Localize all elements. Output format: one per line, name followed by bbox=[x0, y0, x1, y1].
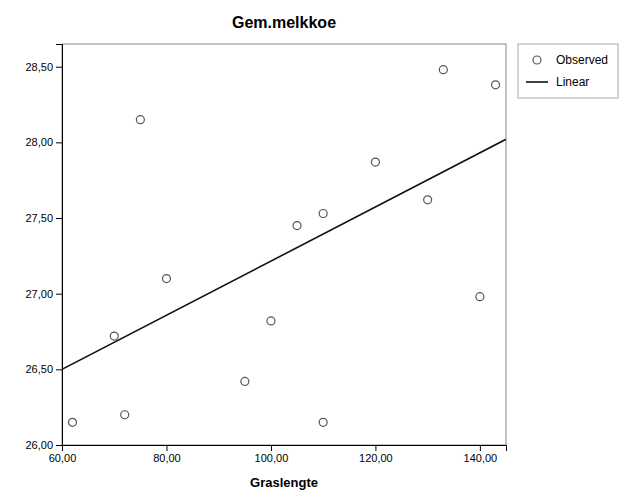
y-axis-line bbox=[56, 45, 63, 446]
title: Gem.melkkoe bbox=[232, 14, 336, 31]
point bbox=[136, 116, 144, 124]
x-axis-tick-mark bbox=[375, 445, 376, 451]
y-axis-tick: 28,00 bbox=[25, 136, 62, 148]
y-axis-tick-mark bbox=[56, 142, 62, 143]
x-axis-tick: 120,00 bbox=[359, 445, 393, 464]
plot-frame bbox=[62, 44, 506, 445]
y-axis-tick-mark bbox=[56, 369, 62, 370]
point bbox=[319, 418, 327, 426]
plot: 60,00 80,00 100,00 120,00 140,00 26,00 26,50 27… bbox=[25, 44, 506, 464]
x-axis-tick-mark bbox=[166, 445, 167, 451]
y-axis-tick-label: 26,00 bbox=[25, 439, 53, 451]
point bbox=[319, 209, 327, 217]
point bbox=[162, 275, 170, 283]
y-axis-tick: 26,00 bbox=[25, 439, 62, 451]
x-axis-title: Graslengte bbox=[250, 475, 318, 490]
point bbox=[241, 377, 249, 385]
y-axis-tick-label: 27,50 bbox=[25, 212, 53, 224]
x-axis-tick: 80,00 bbox=[153, 445, 181, 464]
x-axis-tick: 100,00 bbox=[255, 445, 289, 464]
legend-label: Observed bbox=[556, 53, 608, 67]
y-axis-tick-label: 26,50 bbox=[25, 363, 53, 375]
x-axis: 60,00 80,00 100,00 120,00 140,00 bbox=[49, 445, 507, 464]
x-axis-tick: 140,00 bbox=[464, 445, 498, 464]
point bbox=[121, 411, 129, 419]
y-axis-tick: 28,50 bbox=[25, 61, 62, 73]
point bbox=[439, 66, 447, 74]
legend-swatch bbox=[526, 81, 548, 83]
x-axis-tick-mark bbox=[271, 445, 272, 451]
legend-label: Linear bbox=[556, 75, 589, 89]
x-axis-line bbox=[63, 446, 507, 452]
x-axis-tick-label: 140,00 bbox=[464, 452, 498, 464]
y-axis: 26,00 26,50 27,00 27,50 28,00 28,50 bbox=[25, 45, 62, 452]
x-axis-tick-label: 60,00 bbox=[49, 452, 77, 464]
point bbox=[476, 293, 484, 301]
point bbox=[492, 81, 500, 89]
x-axis-tick-mark bbox=[480, 445, 481, 451]
point bbox=[267, 317, 275, 325]
x-axis-tick-label: 120,00 bbox=[359, 452, 393, 464]
y-axis-tick-mark bbox=[56, 218, 62, 219]
x-axis-tick-label: 80,00 bbox=[153, 452, 181, 464]
y-axis-tick: 27,50 bbox=[25, 212, 62, 224]
y-axis-tick-mark bbox=[56, 294, 62, 295]
y-axis-tick-mark bbox=[56, 67, 62, 68]
y-axis-tick: 26,50 bbox=[25, 363, 62, 375]
marks bbox=[62, 66, 506, 427]
x-axis-tick-label: 100,00 bbox=[255, 452, 289, 464]
y-axis-tick-label: 27,00 bbox=[25, 288, 53, 300]
y-axis-tick-label: 28,00 bbox=[25, 136, 53, 148]
y-axis-tick: 27,00 bbox=[25, 288, 62, 300]
point bbox=[424, 196, 432, 204]
point bbox=[110, 332, 118, 340]
legend-frame bbox=[518, 44, 618, 98]
point bbox=[371, 158, 379, 166]
legend-swatch bbox=[533, 56, 541, 64]
y-axis-tick-mark bbox=[56, 445, 62, 446]
point bbox=[68, 418, 76, 426]
legend: Observed Linear bbox=[518, 44, 618, 98]
point bbox=[293, 222, 301, 230]
chart: 60,00 80,00 100,00 120,00 140,00 26,00 26,50 27… bbox=[0, 0, 626, 501]
fit-line bbox=[62, 139, 506, 369]
y-axis-tick-label: 28,50 bbox=[25, 61, 53, 73]
